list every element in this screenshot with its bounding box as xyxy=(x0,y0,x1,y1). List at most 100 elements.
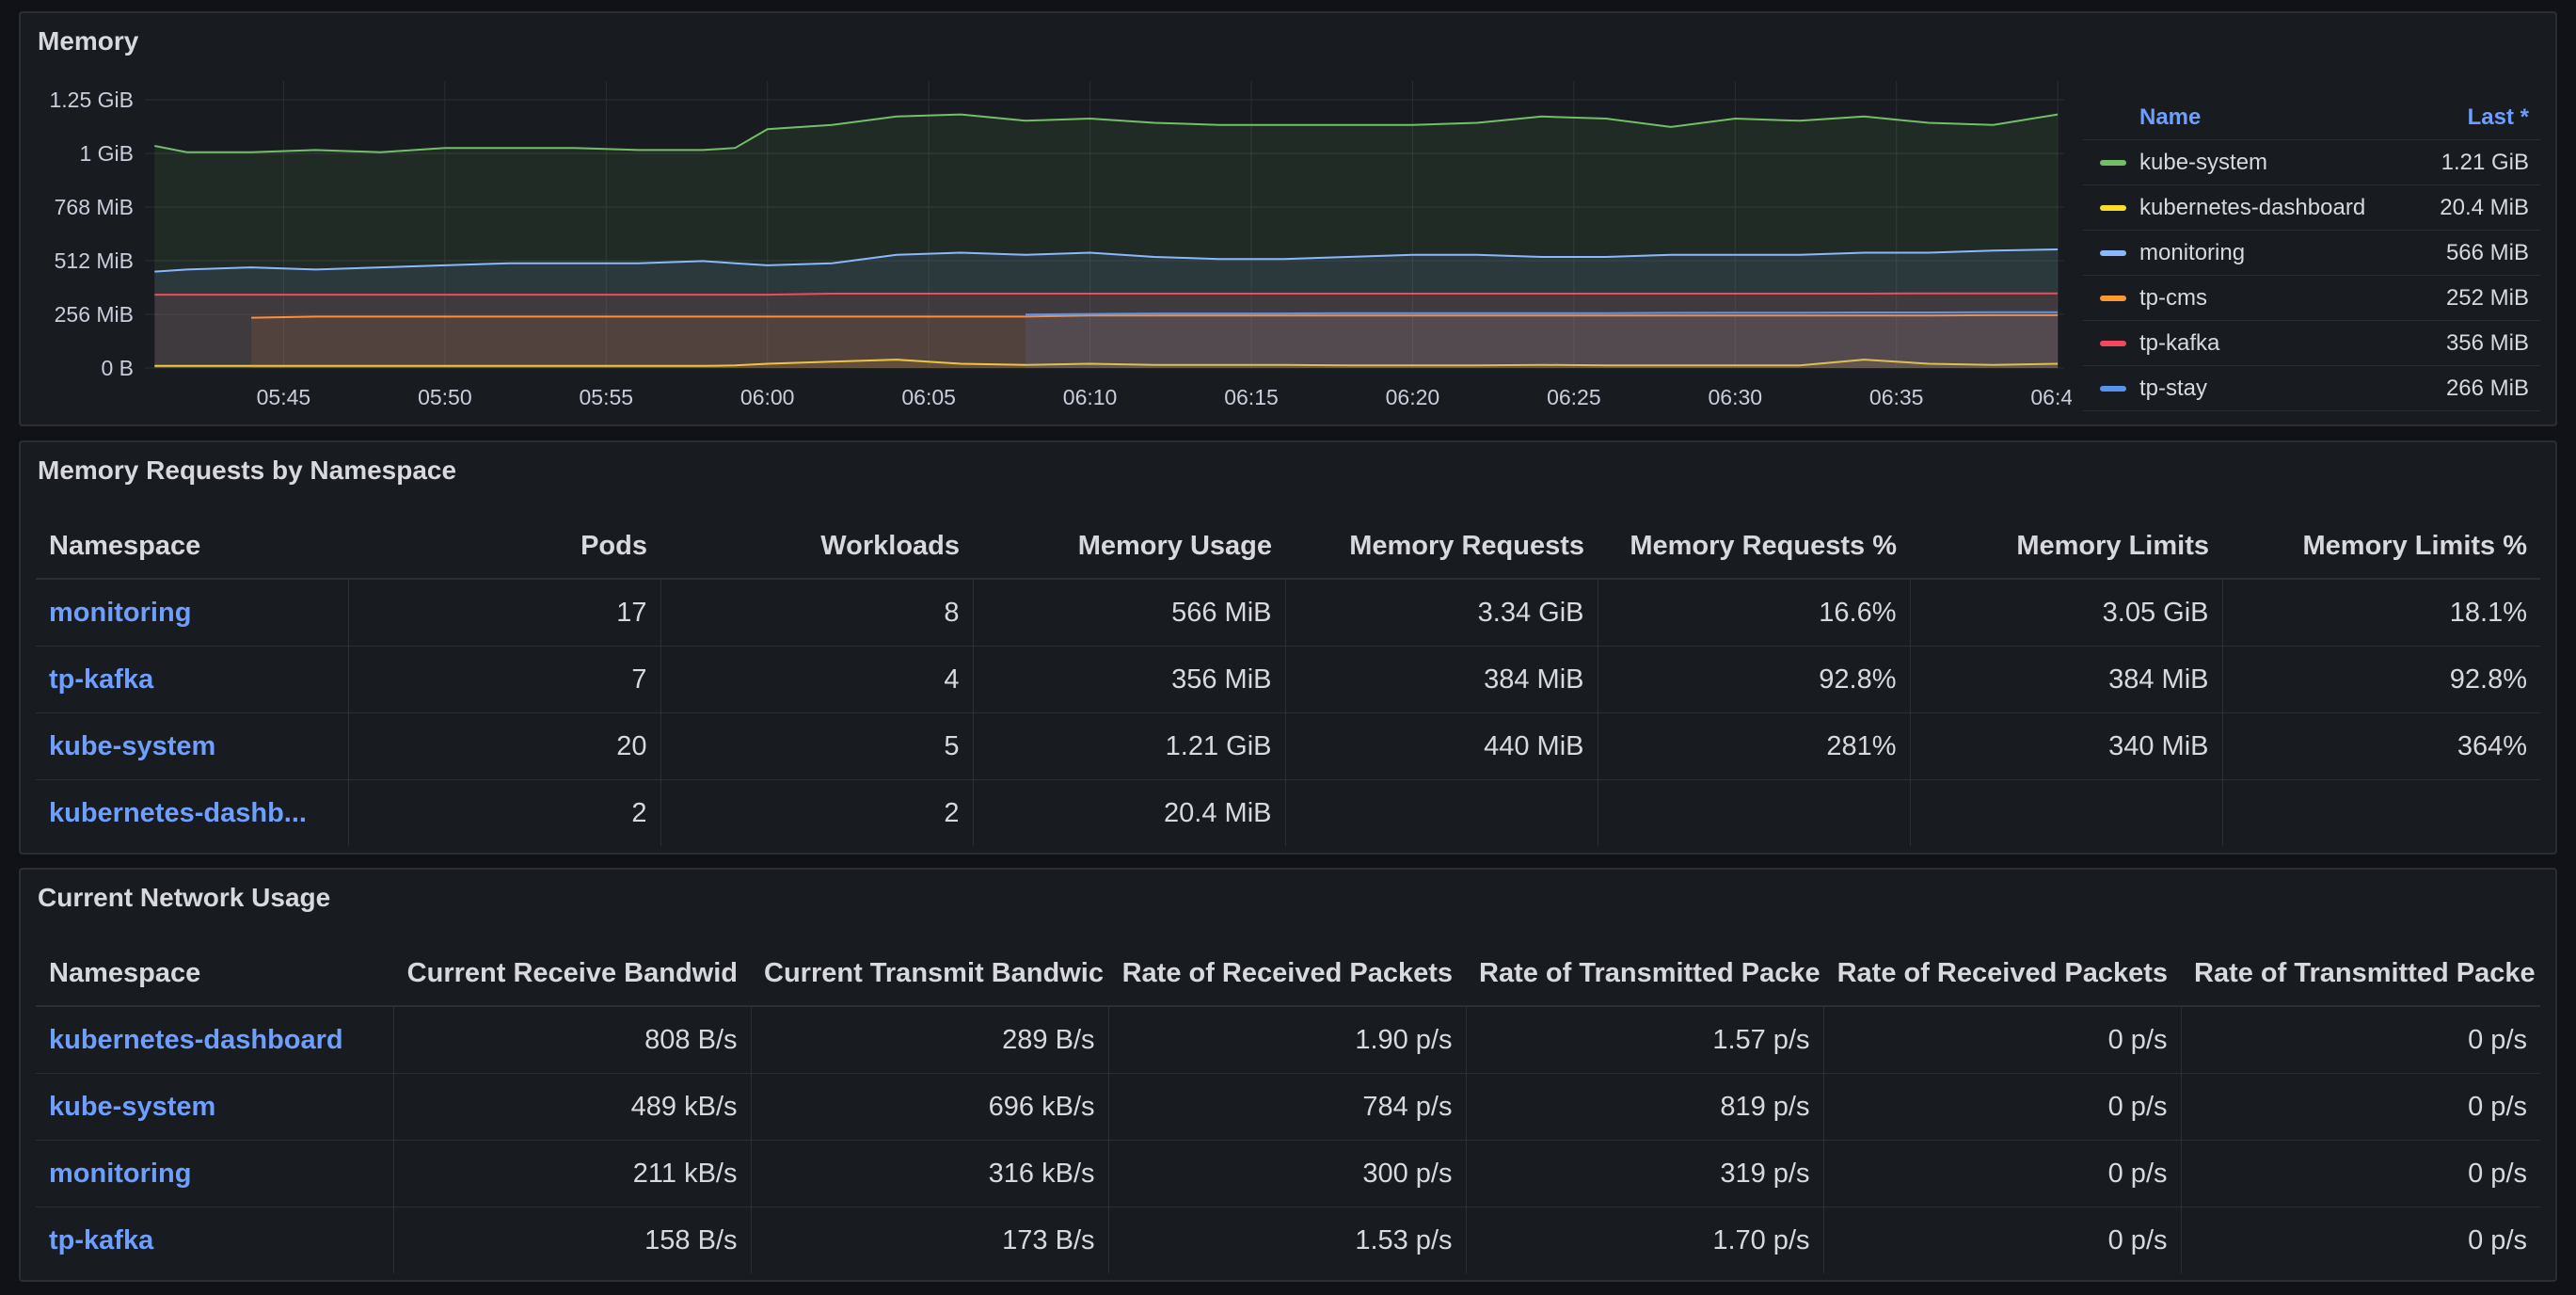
table-cell: 0 p/s xyxy=(1822,1006,2181,1074)
table-cell: 316 kB/s xyxy=(750,1140,1108,1207)
x-tick-label: 05:50 xyxy=(418,385,472,409)
table-cell: 384 MiB xyxy=(1909,646,2222,713)
column-header[interactable]: Memory Limits % xyxy=(2222,514,2540,580)
table-cell xyxy=(1909,779,2222,846)
namespace-link[interactable]: tp-kafka xyxy=(36,646,348,713)
table-cell: 0 p/s xyxy=(2180,1207,2540,1273)
series-line-monitoring[interactable] xyxy=(154,248,2059,273)
table-cell: 808 B/s xyxy=(392,1006,751,1074)
legend-item[interactable]: kubernetes-dashboard 20.4 MiB xyxy=(2083,185,2540,231)
memory-requests-panel: Memory Requests by Namespace Namespace Po… xyxy=(19,440,2557,855)
legend-item[interactable]: tp-stay 266 MiB xyxy=(2083,366,2540,411)
table-row: kubernetes-dashb... 2 2 20.4 MiB xyxy=(36,779,2540,846)
legend-item[interactable]: tp-kafka 356 MiB xyxy=(2083,321,2540,366)
table-cell xyxy=(1597,779,1910,846)
legend-item[interactable]: kube-system 1.21 GiB xyxy=(2083,140,2540,185)
series-area-tp-stay xyxy=(1026,312,2059,368)
series-line-kubernetes-dashboard[interactable] xyxy=(154,359,2059,367)
namespace-link[interactable]: monitoring xyxy=(36,579,348,647)
table-cell: 289 B/s xyxy=(750,1006,1108,1074)
x-tick-label: 06:15 xyxy=(1224,385,1279,409)
column-header[interactable]: Pods xyxy=(348,514,660,580)
chart-legend: Name Last * kube-system 1.21 GiB kubernete… xyxy=(2083,96,2540,411)
table-cell: 7 xyxy=(347,646,660,713)
table-cell: 819 p/s xyxy=(1465,1073,1823,1141)
legend-series-last: 356 MiB xyxy=(2445,329,2529,356)
table-cell: 4 xyxy=(660,646,973,713)
table-cell: 92.8% xyxy=(2221,646,2540,713)
table-row: monitoring 17 8 566 MiB 3.34 GiB 16.6% 3.05 Gi… xyxy=(36,579,2540,647)
x-tick-label: 06:20 xyxy=(1386,385,1440,409)
y-tick-label: 512 MiB xyxy=(55,248,134,273)
series-area-monitoring xyxy=(154,249,2059,368)
table-row: kubernetes-dashboard 808 B/s 289 B/s 1.90 p… xyxy=(36,1006,2540,1074)
series-line-tp-cms[interactable] xyxy=(251,313,2059,319)
table-cell: 173 B/s xyxy=(750,1207,1108,1273)
namespace-link[interactable]: kubernetes-dashboard xyxy=(36,1006,393,1074)
column-header[interactable]: Memory Requests % xyxy=(1598,514,1910,580)
table-cell: 1.21 GiB xyxy=(972,712,1285,780)
column-header[interactable]: Rate of Transmitted Packe xyxy=(2181,941,2540,1007)
namespace-link[interactable]: kubernetes-dashb... xyxy=(49,797,307,828)
namespace-link[interactable]: monitoring xyxy=(36,1140,393,1207)
column-header[interactable]: Namespace xyxy=(36,514,348,580)
table-cell: 211 kB/s xyxy=(392,1140,751,1207)
column-header[interactable]: Current Transmit Bandwic xyxy=(751,941,1108,1007)
table-cell: 440 MiB xyxy=(1284,712,1598,780)
namespace-link[interactable]: kube-system xyxy=(36,1073,393,1141)
table-cell: 566 MiB xyxy=(972,579,1285,647)
network-usage-panel: Current Network Usage Namespace Current R… xyxy=(19,868,2557,1282)
series-line-tp-kafka[interactable] xyxy=(154,292,2059,296)
table-cell: 319 p/s xyxy=(1465,1140,1823,1207)
table-cell: 5 xyxy=(660,712,973,780)
table-cell: 0 p/s xyxy=(1822,1207,2181,1273)
namespace-link[interactable]: tp-kafka xyxy=(49,1224,154,1255)
y-tick-label: 256 MiB xyxy=(55,302,134,327)
table-cell: 158 B/s xyxy=(392,1207,751,1273)
table-cell: 8 xyxy=(660,579,973,647)
legend-swatch xyxy=(2100,295,2126,301)
panel-title: Memory xyxy=(38,26,139,56)
column-header[interactable]: Rate of Transmitted Packe xyxy=(1466,941,1823,1007)
legend-swatch xyxy=(2100,385,2126,392)
legend-item[interactable]: monitoring 566 MiB xyxy=(2083,231,2540,276)
column-header[interactable]: Namespace xyxy=(36,941,393,1007)
table-cell: 20 xyxy=(347,712,660,780)
x-tick-label: 06:05 xyxy=(901,385,956,409)
table-cell: 3.34 GiB xyxy=(1284,579,1598,647)
series-line-tp-stay[interactable] xyxy=(1025,311,2059,316)
legend-series-name: tp-cms xyxy=(2139,284,2207,311)
table-cell: 356 MiB xyxy=(972,646,1285,713)
legend-series-last: 1.21 GiB xyxy=(2441,149,2529,175)
x-tick-label: 06:40 xyxy=(2030,385,2072,409)
memory-requests-table: Namespace Pods Workloads Memory Usage Memory… xyxy=(36,514,2540,846)
table-cell: 0 p/s xyxy=(1822,1073,2181,1141)
series-line-kube-system[interactable] xyxy=(154,113,2059,153)
column-header[interactable]: Rate of Received Packets xyxy=(1823,941,2181,1007)
table-cell xyxy=(2221,779,2540,846)
memory-chart[interactable]: 1.25 GiB 1 GiB 768 MiB 512 MiB 256 MiB 0 B 05:… xyxy=(21,13,2072,427)
column-header[interactable]: Memory Requests xyxy=(1285,514,1598,580)
table-row: kube-system 20 5 1.21 GiB 440 MiB 281% 340 MiB… xyxy=(36,712,2540,780)
x-tick-label: 06:10 xyxy=(1063,385,1118,409)
column-header[interactable]: Current Receive Bandwid xyxy=(393,941,751,1007)
legend-item[interactable]: tp-cms 252 MiB xyxy=(2083,276,2540,321)
table-cell: 20.4 MiB xyxy=(972,779,1285,846)
column-header[interactable]: Memory Usage xyxy=(973,514,1285,580)
column-header[interactable]: Memory Limits xyxy=(1910,514,2222,580)
memory-panel: Memory 1.25 GiB 1 GiB 768 MiB 512 MiB 256 Mi… xyxy=(19,11,2557,426)
legend-name-header[interactable]: Name xyxy=(2139,104,2202,130)
column-header[interactable]: Workloads xyxy=(660,514,973,580)
table-row: tp-kafka 158 B/s 173 B/s 1.53 p/s 1.70 p/s 0 … xyxy=(36,1207,2540,1273)
y-tick-label: 1 GiB xyxy=(79,141,134,166)
table-cell: 281% xyxy=(1597,712,1910,780)
namespace-link[interactable]: kube-system xyxy=(36,712,348,780)
legend-series-name: kubernetes-dashboard xyxy=(2139,194,2366,220)
table-cell: 784 p/s xyxy=(1107,1073,1466,1141)
table-cell: 1.90 p/s xyxy=(1107,1006,1466,1074)
panel-title: Memory Requests by Namespace xyxy=(38,456,457,485)
legend-last-header[interactable]: Last * xyxy=(2467,104,2529,130)
table-cell: 696 kB/s xyxy=(750,1073,1108,1141)
column-header[interactable]: Rate of Received Packets xyxy=(1108,941,1466,1007)
y-tick-label: 768 MiB xyxy=(55,195,134,219)
